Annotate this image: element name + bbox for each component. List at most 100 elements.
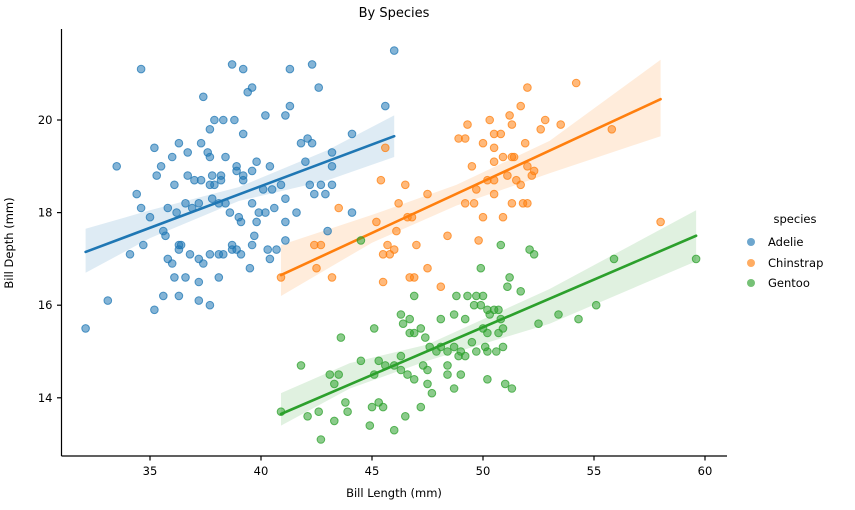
legend-label-adelie: Adelie xyxy=(768,235,804,250)
data-point xyxy=(381,143,390,153)
data-point xyxy=(187,203,197,213)
data-point xyxy=(489,157,499,166)
data-point xyxy=(238,64,248,74)
data-point xyxy=(460,199,470,208)
data-point xyxy=(691,254,701,264)
data-point xyxy=(216,175,226,185)
data-point xyxy=(150,143,159,153)
legend-entry-adelie: Adelie xyxy=(739,232,851,253)
chinstrap-marker-icon xyxy=(747,258,755,267)
data-point xyxy=(443,370,452,379)
data-point xyxy=(416,324,426,333)
data-point xyxy=(250,231,259,241)
data-point xyxy=(81,324,90,333)
data-point xyxy=(305,180,315,190)
data-point xyxy=(571,78,581,88)
gentoo-points xyxy=(276,236,701,444)
data-point xyxy=(505,111,514,120)
data-point xyxy=(327,180,337,190)
data-point xyxy=(540,115,550,125)
data-point xyxy=(316,435,326,444)
data-point xyxy=(467,337,477,347)
data-point xyxy=(381,101,390,111)
data-point xyxy=(472,185,481,194)
data-point xyxy=(409,291,419,301)
data-point xyxy=(252,217,261,227)
data-point xyxy=(498,342,508,352)
x-tick-label: 35 xyxy=(143,464,158,478)
data-point xyxy=(591,300,601,310)
data-point xyxy=(496,314,506,324)
data-point xyxy=(125,250,135,259)
adelie-points xyxy=(81,46,399,333)
data-point xyxy=(403,370,412,379)
data-point xyxy=(161,231,170,241)
data-point xyxy=(236,217,246,227)
legend-label-chinstrap: Chinstrap xyxy=(768,255,824,270)
data-point xyxy=(498,212,508,222)
data-point xyxy=(407,212,417,222)
data-point xyxy=(316,180,326,190)
data-point xyxy=(392,226,401,236)
data-point xyxy=(356,236,366,245)
data-point xyxy=(409,375,419,384)
data-point xyxy=(221,152,230,162)
data-point xyxy=(334,370,344,379)
data-point xyxy=(369,370,379,379)
data-point xyxy=(230,115,239,125)
data-point xyxy=(181,199,190,208)
data-point xyxy=(327,273,337,282)
y-axis-label: Bill Depth (mm) xyxy=(2,197,16,289)
data-point xyxy=(394,199,403,208)
data-point xyxy=(412,240,421,250)
data-point xyxy=(232,245,241,254)
data-point xyxy=(214,273,224,282)
legend-entry-gentoo: Gentoo xyxy=(739,273,851,294)
data-point xyxy=(369,324,379,333)
data-point xyxy=(443,347,452,356)
data-point xyxy=(405,314,415,324)
data-point xyxy=(574,314,583,324)
x-tick-label: 45 xyxy=(365,464,380,478)
data-point xyxy=(205,250,215,259)
data-point xyxy=(389,361,399,370)
data-point xyxy=(396,351,406,361)
data-point xyxy=(443,361,452,370)
data-point xyxy=(159,291,168,301)
data-point xyxy=(261,111,270,120)
data-point xyxy=(325,370,335,379)
data-point xyxy=(498,152,508,162)
data-point xyxy=(518,199,528,208)
data-point xyxy=(496,240,506,250)
data-point xyxy=(163,203,173,213)
chinstrap-confidence-band xyxy=(280,59,661,296)
data-point xyxy=(467,162,477,171)
data-point xyxy=(469,300,479,310)
y-tick-label: 14 xyxy=(38,391,53,405)
data-point xyxy=(534,319,543,329)
gentoo-marker-icon xyxy=(747,279,755,288)
data-point xyxy=(265,162,275,171)
data-point xyxy=(398,319,408,329)
data-point xyxy=(516,101,526,111)
data-point xyxy=(210,115,219,125)
data-point xyxy=(314,407,324,417)
data-point xyxy=(307,60,317,69)
data-point xyxy=(312,263,321,273)
data-point xyxy=(174,245,184,254)
data-point xyxy=(507,384,517,393)
data-point xyxy=(336,333,346,342)
data-point xyxy=(389,425,399,435)
data-point xyxy=(492,347,501,356)
data-point xyxy=(194,296,204,305)
data-point xyxy=(469,199,479,208)
data-point xyxy=(185,250,195,259)
data-point xyxy=(500,379,510,389)
data-point xyxy=(436,342,446,352)
data-point xyxy=(529,166,539,176)
data-point xyxy=(554,310,563,319)
data-point xyxy=(423,379,432,389)
data-point xyxy=(463,120,472,129)
data-point xyxy=(523,162,532,171)
data-point xyxy=(183,148,192,157)
